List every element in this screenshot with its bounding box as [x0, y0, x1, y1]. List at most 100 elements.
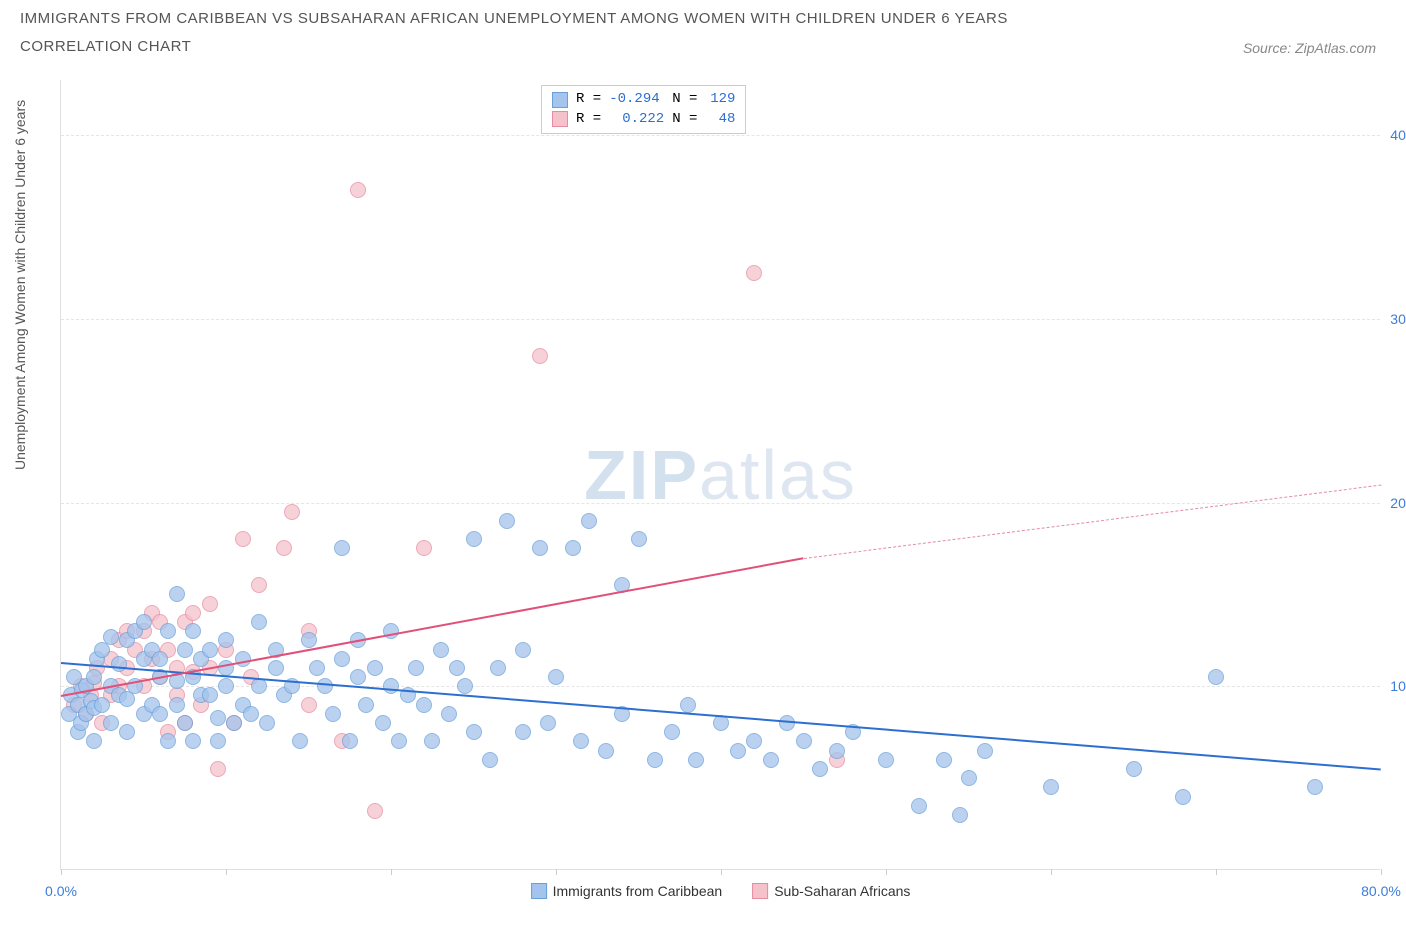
scatter-point-caribbean	[1126, 761, 1142, 777]
scatter-point-caribbean	[243, 706, 259, 722]
scatter-point-caribbean	[152, 706, 168, 722]
scatter-point-caribbean	[631, 531, 647, 547]
y-tick-label: 10.0%	[1380, 678, 1406, 694]
scatter-point-caribbean	[548, 669, 564, 685]
legend-n-caribbean: 129	[705, 90, 735, 110]
legend-r-prefix: R =	[576, 110, 601, 130]
scatter-point-subsaharan	[185, 605, 201, 621]
scatter-point-caribbean	[342, 733, 358, 749]
scatter-point-subsaharan	[301, 697, 317, 713]
scatter-point-caribbean	[358, 697, 374, 713]
y-axis-label: Unemployment Among Women with Children U…	[12, 100, 28, 470]
series-swatch-caribbean	[531, 883, 547, 899]
scatter-point-caribbean	[210, 733, 226, 749]
scatter-point-caribbean	[763, 752, 779, 768]
scatter-point-caribbean	[952, 807, 968, 823]
scatter-point-caribbean	[202, 687, 218, 703]
x-tick	[721, 869, 722, 875]
scatter-point-caribbean	[111, 656, 127, 672]
scatter-point-caribbean	[136, 614, 152, 630]
trend-line	[803, 484, 1381, 558]
legend-n-prefix: N =	[672, 90, 697, 110]
y-tick-label: 20.0%	[1380, 495, 1406, 511]
scatter-point-subsaharan	[350, 182, 366, 198]
scatter-point-caribbean	[598, 743, 614, 759]
legend-r-prefix: R =	[576, 90, 601, 110]
scatter-point-subsaharan	[416, 540, 432, 556]
x-tick	[61, 869, 62, 875]
scatter-point-caribbean	[103, 715, 119, 731]
scatter-point-caribbean	[829, 743, 845, 759]
scatter-point-caribbean	[1208, 669, 1224, 685]
scatter-point-caribbean	[259, 715, 275, 731]
scatter-point-caribbean	[433, 642, 449, 658]
gridline	[61, 319, 1380, 320]
scatter-point-caribbean	[301, 632, 317, 648]
chart-area: ZIPatlas R = -0.294 N = 129 R = 0.222 N …	[60, 80, 1380, 870]
scatter-point-caribbean	[119, 724, 135, 740]
scatter-point-caribbean	[515, 642, 531, 658]
scatter-point-caribbean	[86, 669, 102, 685]
legend-swatch-caribbean	[552, 92, 568, 108]
scatter-point-caribbean	[160, 733, 176, 749]
legend-n-subsaharan: 48	[705, 110, 735, 130]
scatter-point-subsaharan	[235, 531, 251, 547]
scatter-point-caribbean	[796, 733, 812, 749]
x-tick	[1051, 869, 1052, 875]
scatter-point-subsaharan	[367, 803, 383, 819]
scatter-point-caribbean	[540, 715, 556, 731]
scatter-point-caribbean	[441, 706, 457, 722]
scatter-point-caribbean	[746, 733, 762, 749]
scatter-point-caribbean	[457, 678, 473, 694]
scatter-point-caribbean	[251, 614, 267, 630]
scatter-point-caribbean	[169, 697, 185, 713]
source-attribution: Source: ZipAtlas.com	[1243, 40, 1376, 56]
x-tick-label: 80.0%	[1361, 883, 1401, 899]
series-legend-subsaharan: Sub-Saharan Africans	[752, 883, 910, 899]
legend-row-caribbean: R = -0.294 N = 129	[552, 90, 735, 110]
gridline	[61, 503, 1380, 504]
scatter-point-subsaharan	[746, 265, 762, 281]
series-label-caribbean: Immigrants from Caribbean	[553, 883, 723, 899]
scatter-point-caribbean	[416, 697, 432, 713]
scatter-point-caribbean	[1175, 789, 1191, 805]
scatter-point-caribbean	[268, 660, 284, 676]
scatter-point-caribbean	[334, 540, 350, 556]
scatter-point-caribbean	[383, 678, 399, 694]
scatter-point-caribbean	[573, 733, 589, 749]
chart-title-line1: IMMIGRANTS FROM CARIBBEAN VS SUBSAHARAN …	[20, 10, 1008, 27]
scatter-point-caribbean	[160, 623, 176, 639]
scatter-point-caribbean	[515, 724, 531, 740]
scatter-point-caribbean	[218, 632, 234, 648]
scatter-point-subsaharan	[276, 540, 292, 556]
legend-swatch-subsaharan	[552, 111, 568, 127]
scatter-point-caribbean	[86, 733, 102, 749]
x-tick	[391, 869, 392, 875]
scatter-point-caribbean	[185, 733, 201, 749]
scatter-point-caribbean	[449, 660, 465, 676]
scatter-point-caribbean	[218, 678, 234, 694]
series-swatch-subsaharan	[752, 883, 768, 899]
scatter-point-caribbean	[210, 710, 226, 726]
scatter-point-caribbean	[408, 660, 424, 676]
scatter-point-caribbean	[581, 513, 597, 529]
scatter-point-caribbean	[334, 651, 350, 667]
scatter-point-caribbean	[490, 660, 506, 676]
scatter-point-caribbean	[350, 669, 366, 685]
x-tick	[886, 869, 887, 875]
scatter-point-caribbean	[292, 733, 308, 749]
scatter-point-caribbean	[367, 660, 383, 676]
scatter-point-caribbean	[177, 642, 193, 658]
scatter-point-caribbean	[977, 743, 993, 759]
series-label-subsaharan: Sub-Saharan Africans	[774, 883, 910, 899]
scatter-point-caribbean	[177, 715, 193, 731]
scatter-point-subsaharan	[210, 761, 226, 777]
legend-r-subsaharan: 0.222	[609, 110, 664, 130]
scatter-point-caribbean	[812, 761, 828, 777]
x-tick	[1381, 869, 1382, 875]
y-tick-label: 30.0%	[1380, 311, 1406, 327]
scatter-point-caribbean	[647, 752, 663, 768]
scatter-point-caribbean	[317, 678, 333, 694]
scatter-point-caribbean	[961, 770, 977, 786]
x-tick	[226, 869, 227, 875]
